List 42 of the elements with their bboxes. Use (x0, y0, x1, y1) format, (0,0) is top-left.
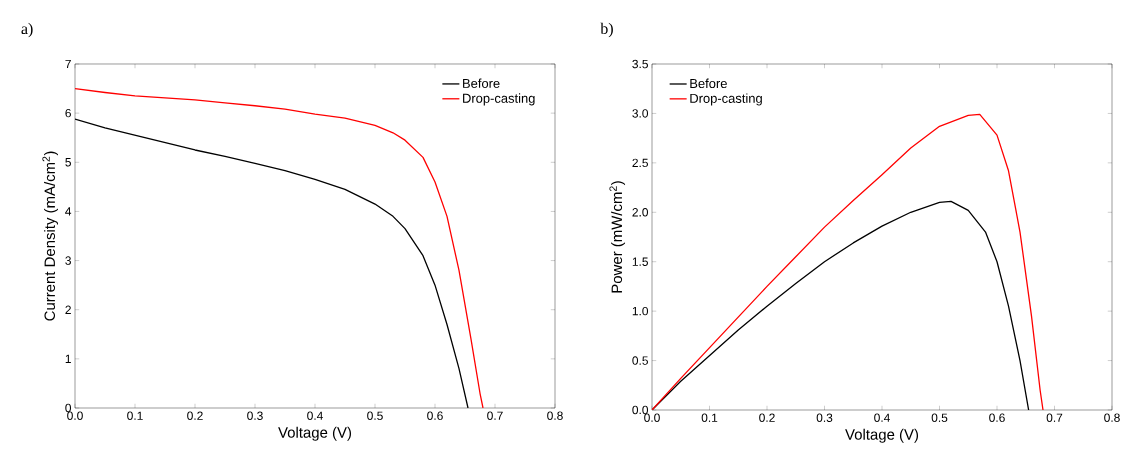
legend-label: Drop-casting (690, 93, 762, 106)
y-tick-label: 5 (65, 158, 71, 167)
y-tick-label: 3.0 (632, 109, 649, 118)
x-axis-title: Voltage (V) (845, 428, 919, 443)
y-tick-label: 1 (65, 354, 71, 363)
x-tick-label: 0.1 (701, 413, 718, 422)
legend-label: Before (690, 78, 727, 89)
x-tick-label: 0.2 (187, 411, 203, 420)
x-tick-label: 0.8 (1104, 413, 1120, 422)
x-tick-label: 0.0 (644, 413, 660, 422)
x-tick-label: 0.7 (1046, 413, 1063, 422)
x-tick-label: 0.5 (931, 413, 948, 422)
legend-label: Drop-casting (463, 93, 535, 106)
x-tick-label: 0.5 (367, 411, 383, 420)
y-axis-title: Current Density (mA/cm$^{2}$) (42, 151, 58, 321)
x-tick-label: 0.2 (759, 413, 775, 422)
x-tick-label: 0.8 (547, 411, 563, 420)
y-tick-label: 7 (65, 59, 71, 69)
chart-title: b) (600, 22, 613, 38)
y-axis-title: Power (mW/cm$^{2}$) (609, 181, 626, 293)
y-tick-label: 3.5 (632, 59, 648, 69)
x-tick-label: 0.6 (427, 411, 443, 420)
x-tick-label: 0.3 (816, 413, 833, 422)
y-tick-label: 2 (65, 305, 71, 314)
y-tick-label: 1.5 (632, 257, 648, 266)
x-tick-label: 0.4 (307, 411, 323, 420)
x-tick-label: 0.7 (487, 411, 503, 420)
y-tick-label: 0.5 (632, 356, 648, 365)
y-tick-label: 2.5 (632, 158, 648, 168)
legend-label: Before (463, 78, 500, 88)
y-tick-label: 0 (65, 403, 72, 413)
x-tick-label: 0.1 (127, 411, 143, 420)
y-tick-label: 4 (65, 207, 72, 216)
chart-title: a) (21, 22, 33, 38)
x-tick-label: 0.6 (989, 413, 1005, 422)
y-tick-label: 2.0 (632, 208, 649, 217)
x-tick-label: 0.3 (247, 411, 263, 420)
y-tick-label: 1.0 (632, 306, 649, 316)
x-axis-title: Voltage (V) (278, 426, 352, 441)
x-tick-label: 0.4 (874, 413, 890, 422)
y-tick-label: 6 (65, 108, 71, 118)
y-tick-label: 3 (65, 256, 71, 265)
